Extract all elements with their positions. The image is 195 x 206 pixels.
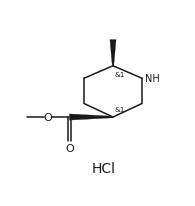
Text: O: O	[44, 112, 52, 122]
Text: O: O	[65, 143, 74, 153]
Text: NH: NH	[144, 74, 159, 84]
Text: &1: &1	[114, 106, 125, 112]
Polygon shape	[69, 114, 113, 121]
Polygon shape	[110, 40, 116, 66]
Text: &1: &1	[114, 72, 125, 78]
Text: HCl: HCl	[91, 162, 115, 176]
